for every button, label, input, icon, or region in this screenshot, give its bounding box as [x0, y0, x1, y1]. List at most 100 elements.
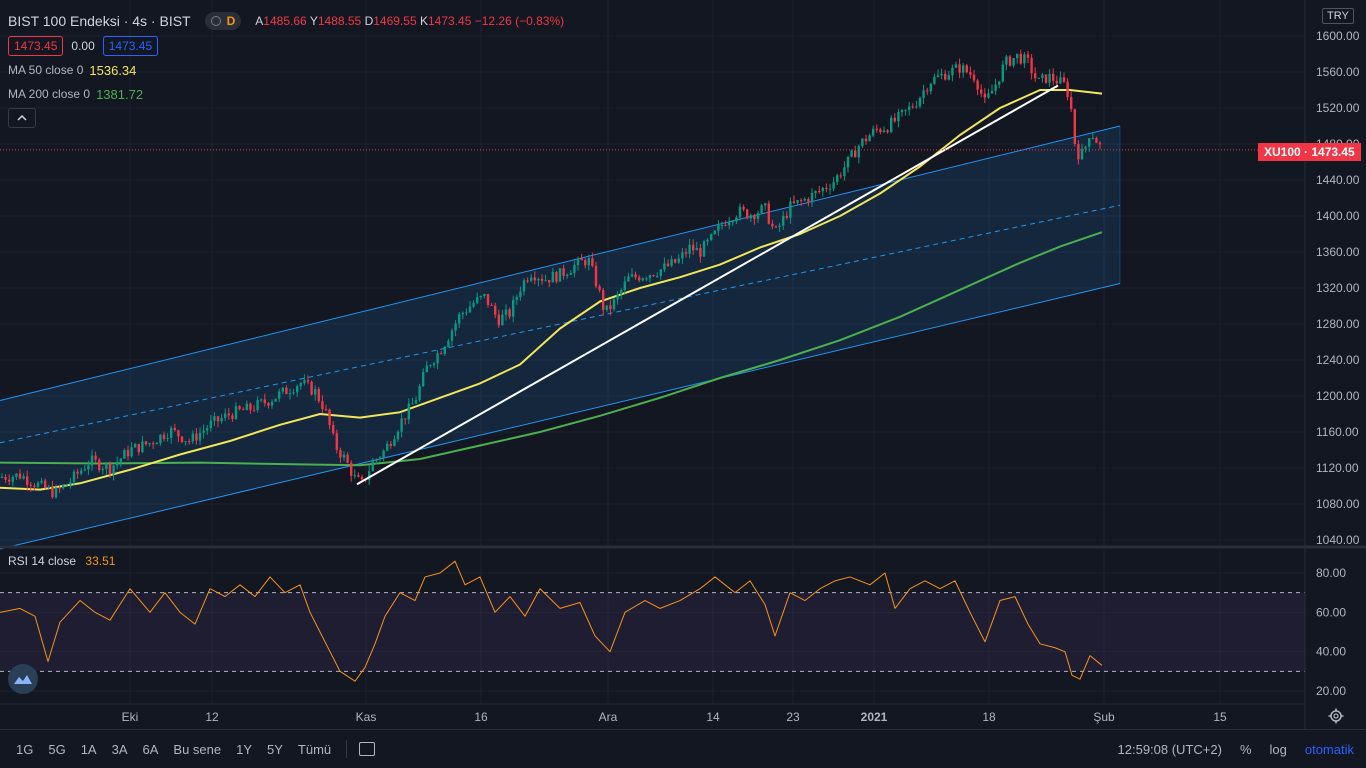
candle-body [180, 436, 184, 442]
timeframe-all[interactable]: Tümü [297, 741, 332, 757]
candle-body [188, 441, 191, 443]
candle-body [994, 84, 997, 91]
candle-body [123, 450, 126, 459]
candle-body [720, 225, 724, 227]
time-tick-label: 18 [982, 710, 996, 724]
candle-body [202, 430, 205, 433]
candle-body [1091, 137, 1094, 139]
time-tick-label: 14 [706, 710, 720, 724]
candle-body [710, 234, 713, 240]
market-status-pill[interactable]: D [204, 12, 242, 30]
clock-timezone[interactable]: 12:59:08 (UTC+2) [1117, 741, 1222, 757]
toolbar-divider [346, 740, 348, 758]
candle-body [886, 130, 889, 133]
candle-body [713, 230, 716, 235]
candle-body [1077, 143, 1080, 160]
candle-body [699, 247, 702, 257]
buy-price-box[interactable]: 1473.45 [102, 36, 159, 56]
price-tick-label: 1040.00 [1316, 533, 1360, 547]
ma200-line[interactable] [0, 231, 1103, 467]
ma50-label[interactable]: MA 50 close 0 [8, 63, 84, 77]
candle-body [681, 252, 684, 259]
candlestick-series[interactable] [0, 49, 1102, 499]
tradingview-logo-icon[interactable] [8, 664, 38, 694]
timeframe-5y[interactable]: 5Y [267, 741, 283, 757]
candle-body [281, 387, 284, 392]
currency-label[interactable]: TRY [1322, 8, 1354, 24]
sell-price-box[interactable]: 1473.45 [8, 36, 64, 56]
time-tick-label: Eki [122, 710, 139, 724]
time-axis[interactable]: Eki 12 Kas 16 Ara 14 23 2021 18 Şub 15 [122, 710, 1227, 724]
timeframe-3a[interactable]: 3A [111, 741, 128, 757]
auto-scale-toggle[interactable]: otomatik [1304, 741, 1354, 757]
goto-date-calendar-icon[interactable] [359, 742, 376, 756]
log-scale-toggle[interactable]: log [1269, 741, 1287, 757]
candle-body [170, 427, 173, 438]
candle-body [1026, 54, 1030, 58]
candle-body [350, 462, 353, 476]
ma50-line[interactable] [0, 89, 1103, 491]
candle-body [371, 461, 374, 472]
price-tick-label: 1360.00 [1316, 245, 1360, 259]
candle-body [245, 403, 248, 411]
timeframe-1y[interactable]: 1Y [236, 741, 253, 757]
candle-body [339, 450, 342, 458]
candle-body [494, 305, 497, 315]
rsi-line[interactable] [0, 560, 1103, 682]
candle-body [389, 444, 392, 446]
candle-body [8, 479, 11, 482]
candle-body [162, 434, 166, 439]
timeframe-1g[interactable]: 1G [16, 741, 34, 757]
candle-body [220, 417, 223, 422]
chart-settings-gear-icon[interactable] [1328, 708, 1344, 724]
regression-channel[interactable] [0, 125, 1121, 550]
candle-body [944, 73, 947, 80]
candle-body [40, 480, 43, 483]
candle-body [267, 402, 270, 406]
candle-body [616, 294, 619, 300]
candle-body [854, 150, 857, 158]
percent-scale-toggle[interactable]: % [1239, 741, 1252, 757]
price-tick-label: 1520.00 [1316, 101, 1360, 115]
candle-body [738, 206, 742, 218]
candle-body [656, 275, 659, 277]
timeframe-6a[interactable]: 6A [142, 741, 159, 757]
symbol-title[interactable]: BIST 100 Endeksi · 4s · BIST [8, 13, 191, 29]
candle-body [519, 291, 522, 298]
timeframe-5g[interactable]: 5G [48, 741, 66, 757]
candle-body [134, 443, 137, 448]
candle-body [324, 409, 328, 411]
timeframe-ytd[interactable]: Bu sene [173, 741, 222, 757]
candle-body [476, 296, 479, 303]
candle-body [756, 213, 760, 219]
candle-body [972, 74, 976, 81]
candle-body [702, 241, 706, 257]
price-axis[interactable]: 1600.001560.001520.001480.001440.001400.… [1316, 29, 1360, 547]
candle-body [58, 487, 61, 489]
collapse-legend-button[interactable] [8, 108, 36, 128]
candle-body [1008, 56, 1012, 66]
timeframe-1a[interactable]: 1A [80, 741, 97, 757]
rsi-label[interactable]: RSI 14 close [8, 554, 77, 568]
ma200-label[interactable]: MA 200 close 0 [8, 87, 91, 101]
candle-body [504, 309, 508, 315]
candle-body [936, 75, 940, 77]
trend-line[interactable] [356, 84, 1059, 486]
candle-body [861, 138, 864, 147]
candle-body [321, 401, 324, 410]
rsi-tick-label: 60.00 [1316, 605, 1346, 619]
candle-body [1095, 137, 1098, 143]
candle-body [483, 294, 486, 297]
candle-body [242, 409, 245, 411]
candle-body [522, 280, 526, 292]
candle-body [659, 269, 662, 276]
candle-body [407, 403, 410, 420]
candle-body [288, 393, 292, 395]
candle-body [386, 444, 389, 451]
rsi-axis[interactable]: 80.00 60.00 40.00 20.00 [1316, 566, 1346, 698]
candle-body [44, 480, 47, 488]
candle-body [126, 450, 130, 457]
candle-body [36, 482, 40, 487]
candle-body [148, 443, 151, 445]
